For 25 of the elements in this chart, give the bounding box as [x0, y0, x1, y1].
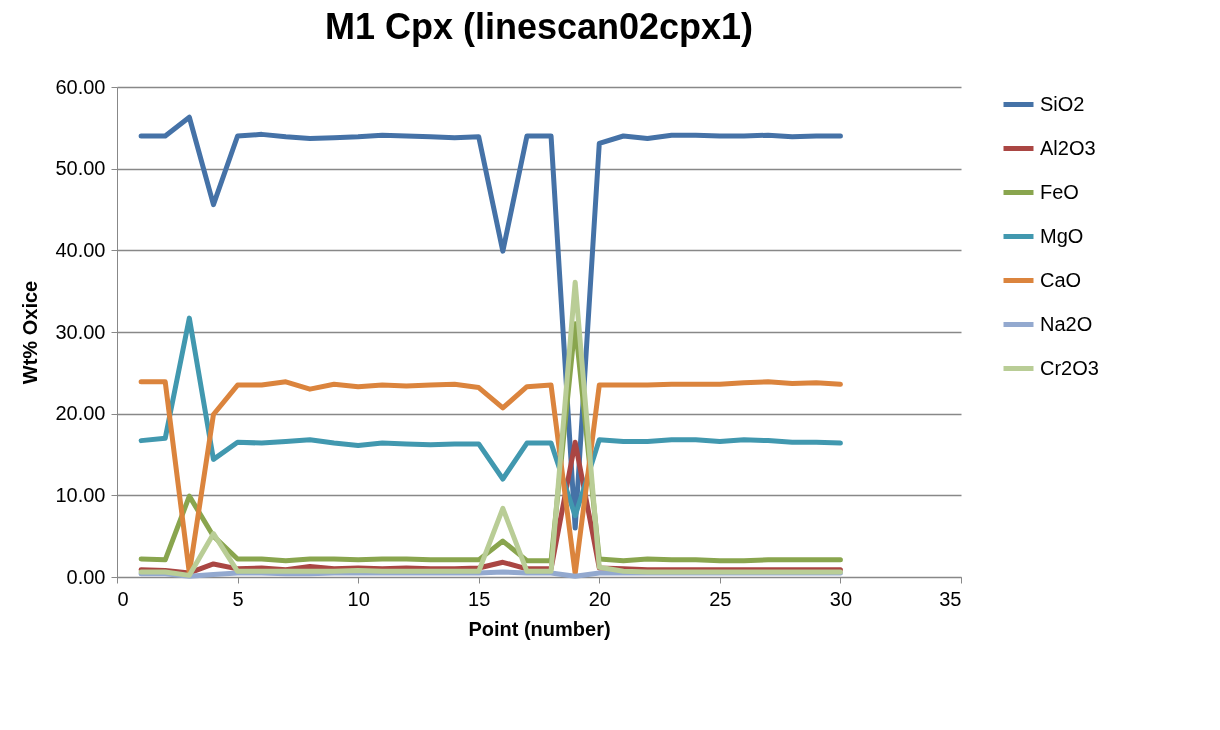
x-tick-label: 10 — [347, 587, 370, 610]
y-tick-label: 50.00 — [55, 157, 106, 180]
chart-title: M1 Cpx (linescan02cpx1) — [324, 6, 754, 47]
y-tick-label: 60.00 — [55, 75, 106, 98]
x-tick-label: 20 — [588, 587, 611, 610]
legend-label: Na2O — [1040, 312, 1093, 335]
y-tick-label: 0.00 — [66, 565, 106, 588]
y-tick-label: 40.00 — [55, 238, 106, 261]
legend-label: Al2O3 — [1040, 136, 1096, 159]
y-tick-label: 10.00 — [55, 483, 106, 506]
y-axis-title: Wt% Oxice — [19, 280, 42, 385]
legend-label: MgO — [1040, 224, 1084, 247]
y-tick-label: 30.00 — [55, 320, 106, 343]
x-axis-title: Point (number) — [468, 617, 611, 640]
x-tick-label: 5 — [232, 587, 244, 610]
legend-label: CaO — [1040, 268, 1082, 291]
x-tick-label: 30 — [829, 587, 853, 610]
x-tick-label: 15 — [468, 587, 491, 610]
y-tick-label: 20.00 — [55, 402, 106, 425]
legend-label: Cr2O3 — [1040, 356, 1099, 379]
x-tick-label: 25 — [709, 587, 732, 610]
x-tick-label: 0 — [117, 587, 129, 610]
x-tick-label: 35 — [939, 587, 962, 610]
legend-label: SiO2 — [1040, 92, 1085, 115]
legend-label: FeO — [1040, 180, 1079, 203]
